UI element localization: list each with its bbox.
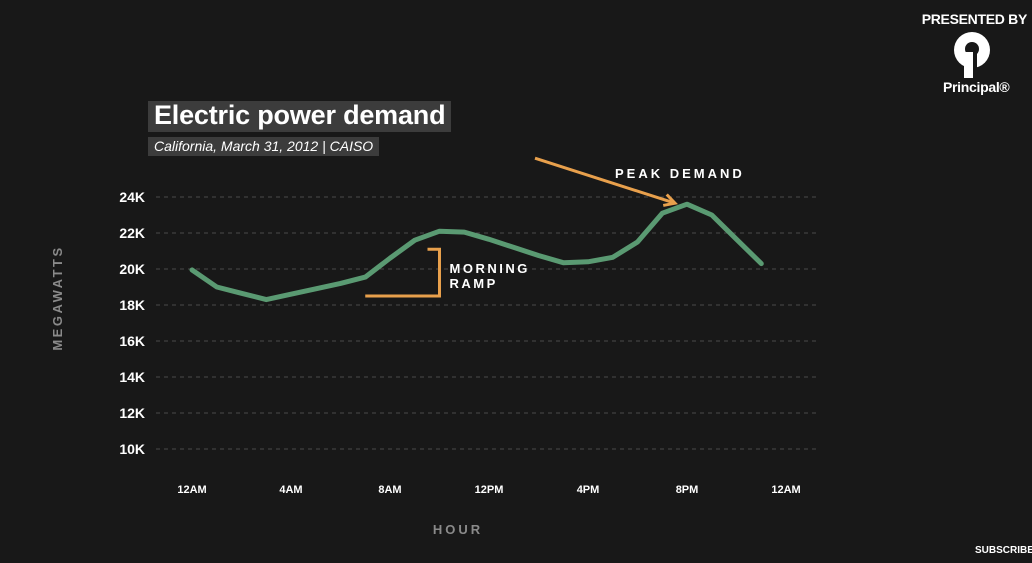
chart-title: Electric power demand [148, 101, 452, 132]
data-point [487, 237, 491, 242]
peak-demand-arrowhead [662, 193, 678, 207]
data-point [214, 285, 219, 289]
sponsor-name: Principal® [943, 79, 1010, 95]
x-tick-label: 12AM [771, 484, 800, 496]
data-point [412, 238, 417, 243]
principal-logo-icon[interactable] [950, 30, 994, 80]
peak-demand-label: PEAK DEMAND [615, 166, 745, 181]
morning-ramp-label-line2: RAMP [450, 276, 498, 291]
peak-demand-arrow [534, 156, 676, 205]
data-point [685, 202, 689, 207]
data-point [437, 229, 442, 234]
demand-data-points [190, 202, 764, 302]
data-point [338, 281, 343, 286]
gridlines [156, 196, 820, 450]
data-point [709, 213, 714, 217]
data-point [536, 253, 541, 258]
y-tick-label: 14K [119, 369, 145, 385]
data-point [635, 240, 640, 244]
data-point [734, 237, 739, 242]
presented-by-label: PRESENTED BY [921, 11, 1028, 27]
morning-ramp-bracket [365, 247, 441, 298]
x-tick-label: 8PM [676, 484, 699, 496]
data-point [363, 275, 368, 280]
data-point [462, 230, 467, 235]
morning-ramp-label-line1: MORNING [450, 261, 530, 276]
y-axis-label: MEGAWATTS [50, 245, 65, 350]
data-point [388, 256, 392, 261]
y-tick-label: 16K [119, 333, 145, 349]
annotations: MORNING RAMP PEAK DEMAND [365, 156, 745, 298]
data-point [264, 297, 269, 302]
data-point [561, 260, 566, 265]
data-point [511, 245, 516, 250]
x-tick-labels: 12AM 4AM 8AM 12PM 4PM 8PM 12AM [177, 484, 800, 496]
chart-subtitle: California, March 31, 2012 | CAISO [148, 137, 380, 156]
x-tick-label: 12AM [177, 484, 206, 496]
y-tick-label: 20K [119, 261, 145, 277]
y-tick-label: 18K [119, 297, 145, 313]
y-tick-label: 10K [119, 441, 145, 457]
x-axis-label: HOUR [433, 522, 483, 537]
data-point [289, 292, 293, 297]
demand-series-line [189, 201, 764, 303]
data-point [313, 286, 318, 291]
data-point [586, 259, 590, 264]
y-tick-label: 12K [119, 405, 145, 421]
data-point [239, 291, 244, 296]
data-point [190, 267, 194, 272]
subscribe-button[interactable]: SUBSCRIBE [975, 545, 1032, 556]
x-tick-label: 4AM [279, 484, 302, 496]
x-tick-label: 8AM [378, 484, 401, 496]
y-tick-label: 24K [119, 189, 145, 205]
x-tick-label: 4PM [577, 484, 600, 496]
y-tick-labels: 10K 12K 14K 16K 18K 20K 22K 24K [119, 189, 145, 457]
x-tick-label: 12PM [475, 484, 504, 496]
data-point [610, 255, 615, 260]
data-point [660, 211, 665, 216]
y-tick-label: 22K [119, 225, 145, 241]
data-point [759, 261, 764, 266]
